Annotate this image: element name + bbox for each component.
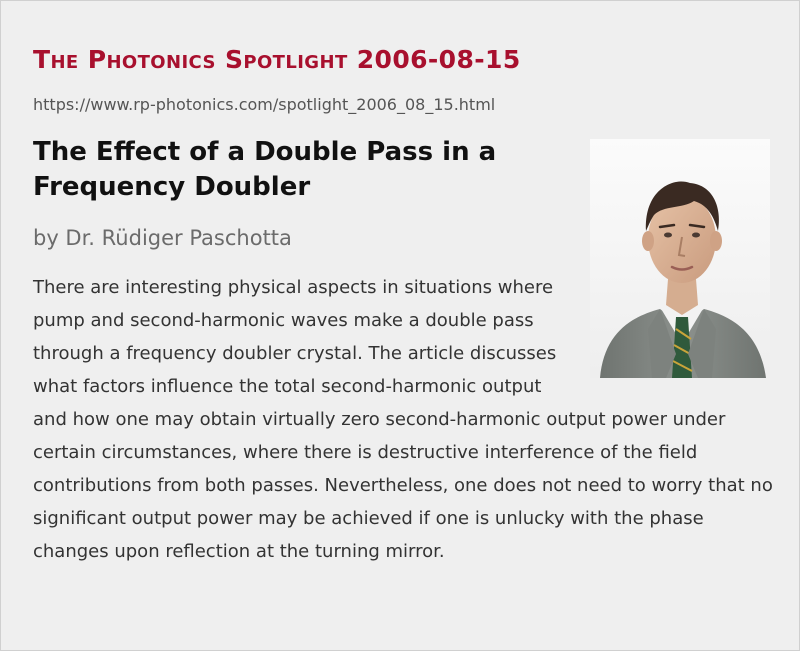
article-abstract-text: There are interesting physical aspects i… [33, 277, 773, 562]
article-url: https://www.rp-photonics.com/spotlight_2… [33, 95, 496, 114]
photo-text-wrap-spacer [563, 271, 773, 381]
article-author: by Dr. Rüdiger Paschotta [33, 226, 292, 250]
article-abstract: There are interesting physical aspects i… [33, 271, 773, 568]
article-title: The Effect of a Double Pass in a Frequen… [33, 137, 497, 202]
author-photo [590, 139, 770, 378]
spotlight-heading: The Photonics Spotlight 2006-08-15 [33, 45, 521, 74]
